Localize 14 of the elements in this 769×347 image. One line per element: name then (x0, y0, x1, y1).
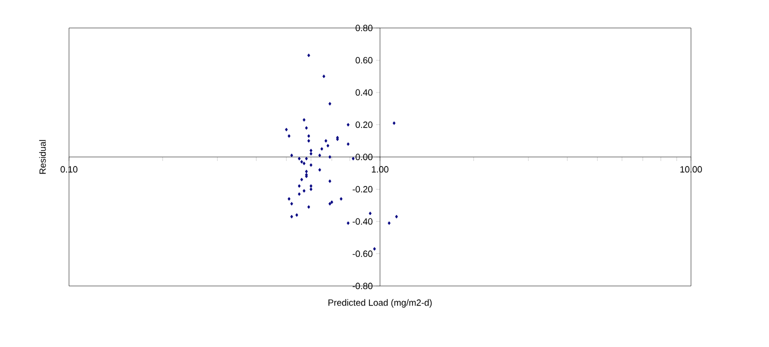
y-tick-label: 0.80 (356, 24, 372, 32)
x-tick-label: 10.00 (680, 166, 702, 173)
y-tick-label: 0.60 (356, 57, 372, 64)
y-tick-label: 0.20 (356, 122, 372, 128)
x-tick-label: 0.10 (60, 166, 78, 173)
x-tick-label: 1.00 (372, 166, 388, 173)
y-tick-label: -0.40 (352, 218, 372, 225)
y-tick-label: 0.40 (356, 89, 372, 96)
y-tick-label: 0.00 (356, 154, 372, 160)
y-tick-label: -0.80 (352, 282, 372, 290)
x-axis-title: Predicted Load (mg/m2-d) (328, 299, 432, 308)
y-tick-label: -0.60 (352, 250, 372, 257)
y-axis-title: Residual (39, 140, 46, 174)
y-tick-label: -0.20 (352, 186, 372, 192)
